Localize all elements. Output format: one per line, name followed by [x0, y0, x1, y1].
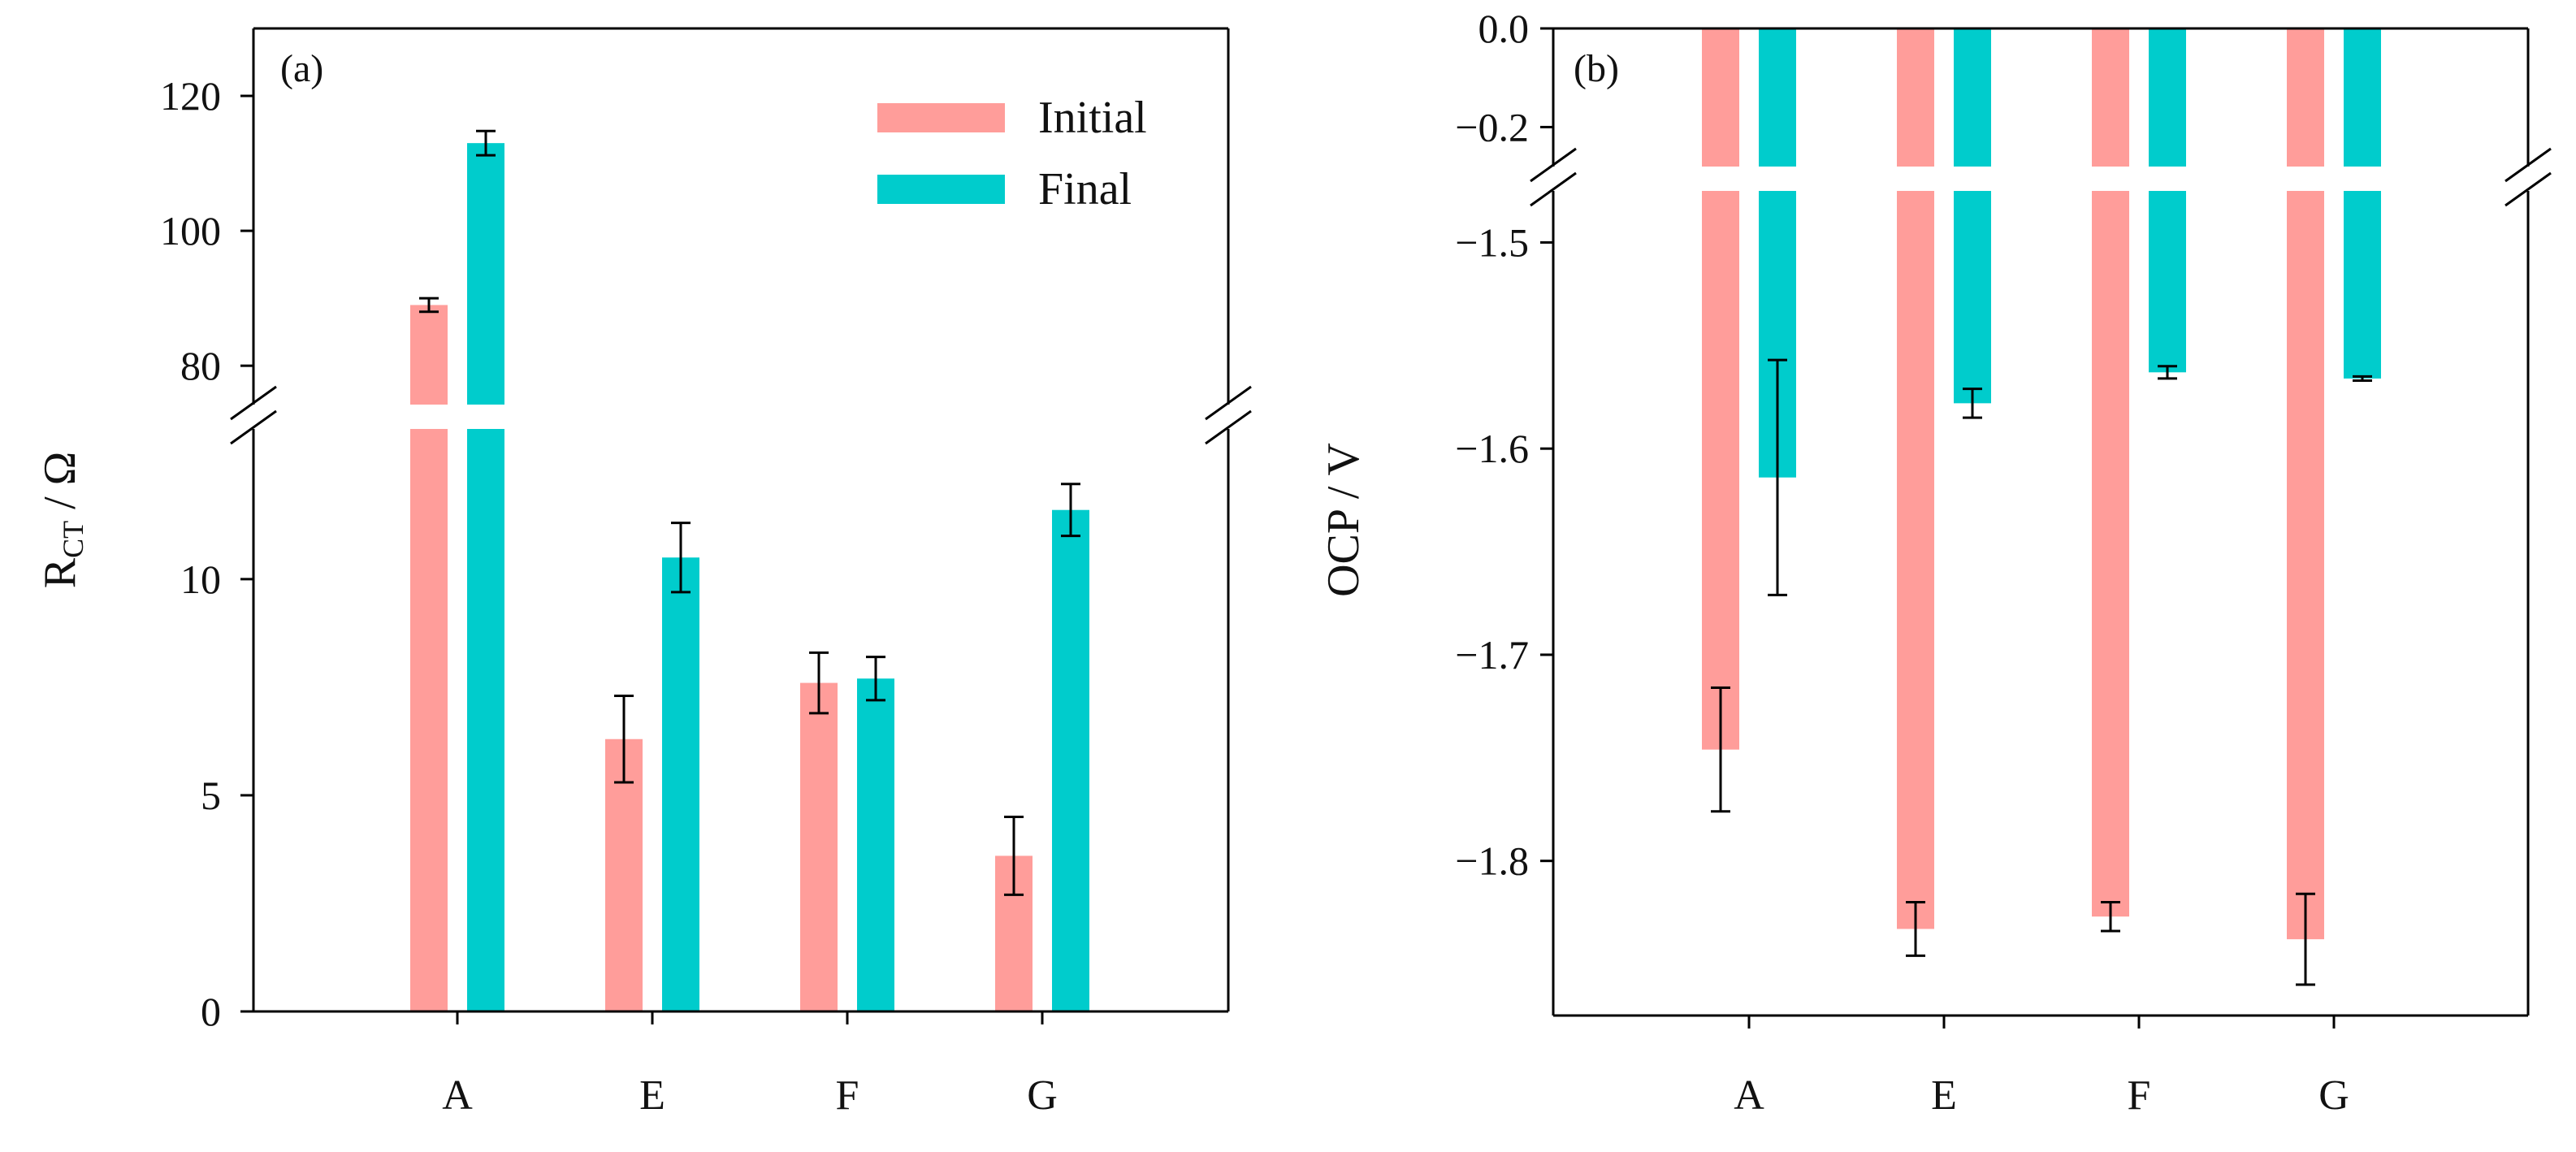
bar-final-A [467, 143, 504, 1011]
legend: Initial Final [877, 93, 1147, 214]
break-mark-right-2 [2505, 171, 2552, 207]
y-tick-label: 5 [201, 773, 221, 818]
axis-break-gap [255, 405, 1227, 429]
error-bar-initial-G [2296, 892, 2315, 986]
bar-initial-F [800, 682, 838, 1011]
bar-final-G [1052, 509, 1089, 1011]
break-mark-left-2 [1530, 171, 1577, 207]
y-tick-label: −1.5 [1455, 219, 1529, 265]
legend-label-initial: Initial [1038, 93, 1147, 143]
bar-final-E [1954, 28, 1991, 404]
y-tick-label: 0 [201, 989, 221, 1034]
error-bar-final-A [1768, 358, 1787, 596]
error-bar-final-A [476, 129, 496, 157]
break-mark-left-1 [230, 385, 277, 421]
error-bar-final-G [1061, 483, 1080, 538]
panel-b-ocp-chart: 0.0 −0.2 −1.5 −1.6 −1.7 −1.8 A E F G OCP / V (b) [1318, 6, 2552, 1119]
error-bar-initial-F [809, 651, 829, 715]
break-mark-left-2 [230, 409, 277, 445]
y-tick-label: 0.0 [1478, 6, 1530, 51]
bar-initial-G [2287, 28, 2324, 940]
panel-label-b: (b) [1574, 47, 1619, 90]
x-tick-label: G [2318, 1072, 2349, 1119]
break-mark-right-1 [2505, 147, 2552, 183]
bar-initial-E [1897, 28, 1934, 929]
x-tick-label: G [1027, 1072, 1058, 1119]
y-tick-label: 100 [160, 208, 221, 253]
error-bar-initial-A [419, 297, 439, 314]
y-axis-label-main: R [35, 557, 85, 588]
error-bar-final-F [866, 656, 885, 702]
panel-a-rct-chart: 0 5 10 80 100 120 A E F G RCT / Ω (a) Initial Final [35, 27, 1252, 1119]
legend-label-final: Final [1038, 164, 1132, 214]
error-bar-final-F [2158, 365, 2177, 380]
y-axis-label-unit: / Ω [35, 452, 85, 521]
y-axis-label: RCT / Ω [35, 452, 89, 589]
legend-swatch-final [877, 175, 1005, 204]
axis-break-gap [1555, 167, 2526, 191]
bar-final-E [662, 557, 699, 1011]
y-axis-label: OCP / V [1318, 443, 1369, 597]
bar-final-F [857, 678, 894, 1011]
error-bar-final-E [671, 522, 691, 594]
break-mark-left-1 [1530, 147, 1577, 183]
y-tick-label: 120 [160, 73, 221, 119]
y-tick-label: 80 [180, 343, 221, 388]
panel-label-a: (a) [280, 47, 323, 90]
bar-final-G [2344, 28, 2381, 379]
y-tick-label: −0.2 [1455, 104, 1529, 149]
bar-initial-A [1702, 28, 1739, 750]
y-tick-label: −1.6 [1455, 426, 1529, 471]
x-tick-label: A [442, 1072, 473, 1119]
error-bar-initial-F [2101, 900, 2120, 933]
y-tick-label: −1.7 [1455, 632, 1529, 678]
error-bar-initial-A [1711, 686, 1730, 813]
x-tick-label: E [1931, 1072, 1957, 1119]
error-bar-initial-G [1004, 816, 1024, 896]
x-tick-label: F [836, 1072, 859, 1119]
y-tick-label: −1.8 [1455, 838, 1529, 884]
legend-swatch-initial [877, 103, 1005, 132]
error-bar-initial-E [614, 695, 634, 784]
x-tick-label: E [639, 1072, 665, 1119]
break-mark-right-2 [1205, 409, 1252, 445]
y-tick-label: 10 [180, 557, 221, 602]
break-mark-right-1 [1205, 385, 1252, 421]
bar-final-F [2149, 28, 2186, 373]
error-bar-initial-E [1906, 900, 1925, 957]
bar-initial-F [2092, 28, 2129, 917]
x-tick-label: A [1734, 1072, 1764, 1119]
error-bar-final-E [1963, 388, 1982, 419]
y-axis-label-subscript: CT [57, 521, 89, 558]
x-tick-label: F [2128, 1072, 2151, 1119]
error-bar-final-G [2353, 375, 2372, 382]
bar-initial-E [605, 738, 643, 1011]
